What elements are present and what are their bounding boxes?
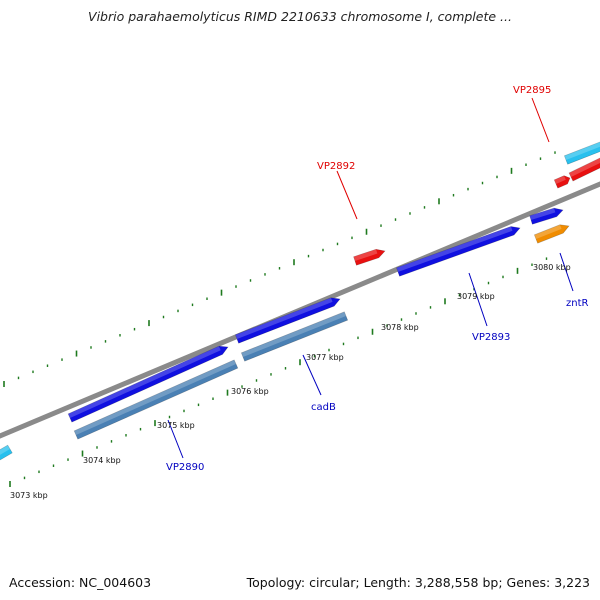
gene-label: VP2892 <box>317 161 355 172</box>
gene-red-3-highlight <box>569 157 600 177</box>
gene-cyan-1 <box>563 141 600 165</box>
gene-cyan-2 <box>0 444 13 461</box>
scale-label: 3079 kbp <box>457 292 495 301</box>
callout-vp2895 <box>531 97 550 143</box>
gene-red-3 <box>568 157 600 182</box>
gene-blue-3 <box>396 226 521 277</box>
tick-marks <box>3 151 556 487</box>
scale-label: 3080 kbp <box>533 263 571 272</box>
gene-blue-4-highlight <box>529 208 556 220</box>
gene-orange-1-highlight <box>534 224 562 239</box>
callout-vp2893 <box>468 272 488 327</box>
scale-label: 3073 kbp <box>10 491 48 500</box>
gene-red-2-highlight <box>554 175 566 184</box>
scale-label: 3076 kbp <box>231 387 269 396</box>
accession-text: Accession: NC_004603 <box>9 575 152 590</box>
gene-label: VP2890 <box>166 462 204 473</box>
gene-orange-1 <box>533 224 570 244</box>
label-callouts <box>167 97 574 459</box>
callout-vp2890 <box>167 419 184 459</box>
gene-labels: VP2895 VP2892 VP2893 zntR cadB VP2890 <box>166 85 589 473</box>
genome-summary: Topology: circular; Length: 3,288,558 bp… <box>246 575 590 590</box>
gene-cyan-2-highlight <box>0 445 10 455</box>
map-title: Vibrio parahaemolyticus RIMD 2210633 chr… <box>88 9 512 24</box>
gene-steel-2-highlight <box>241 311 346 357</box>
gene-label: VP2893 <box>472 332 510 343</box>
gene-blue-3-highlight <box>396 226 513 272</box>
gene-blue-4 <box>529 207 564 225</box>
gene-blue-2 <box>234 297 341 344</box>
gene-features <box>0 141 600 461</box>
scale-label: 3075 kbp <box>157 421 195 430</box>
gene-steel-1-highlight <box>74 359 236 435</box>
callout-zntr <box>559 252 574 292</box>
gene-label: zntR <box>566 298 589 309</box>
scale-label: 3074 kbp <box>83 456 121 465</box>
gene-red-2 <box>553 175 571 189</box>
scale-labels: 3073 kbp 3074 kbp 3075 kbp 3076 kbp 3077 kbp… <box>10 263 571 500</box>
gene-steel-2 <box>240 311 349 362</box>
gene-red-1 <box>353 248 386 266</box>
callout-cadb <box>302 354 322 396</box>
gene-blue-2-highlight <box>235 297 333 339</box>
gene-label: VP2895 <box>513 85 551 96</box>
gene-cyan-1-highlight <box>564 141 600 160</box>
scale-label: 3077 kbp <box>306 353 344 362</box>
gene-red-1-highlight <box>353 249 378 261</box>
callout-vp2892 <box>336 170 358 220</box>
gene-blue-1-highlight <box>68 346 221 418</box>
gene-blue-1 <box>67 345 229 423</box>
scale-label: 3078 kbp <box>381 323 419 332</box>
gene-label: cadB <box>311 402 336 413</box>
gene-steel-1 <box>73 359 239 440</box>
